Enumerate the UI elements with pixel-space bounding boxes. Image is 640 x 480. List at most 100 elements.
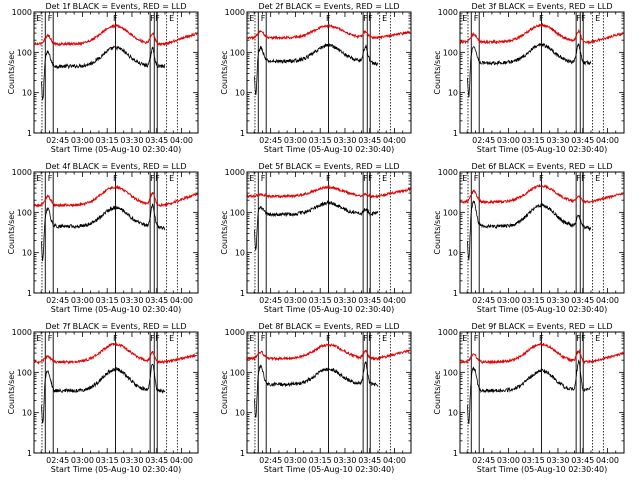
x-tick-label: 03:00 (284, 456, 307, 465)
y-tick-label: 100 (443, 48, 458, 57)
x-tick-label: 02:45 (46, 456, 69, 465)
x-tick-label: 04:00 (170, 456, 193, 465)
x-tick-label: 03:45 (571, 456, 594, 465)
y-tick-label: 1000 (438, 168, 458, 177)
events-series-line (41, 45, 166, 101)
x-tick-label: 03:45 (358, 136, 381, 145)
x-tick-label: 03:15 (522, 136, 545, 145)
lld-series-line (247, 23, 411, 41)
plot-frame (33, 331, 199, 454)
plot-frame (246, 331, 412, 454)
events-series-line (467, 359, 592, 425)
x-tick-label: 03:15 (309, 136, 332, 145)
x-tick-label: 03:30 (546, 136, 569, 145)
panel-title: Det 4f BLACK = Events, RED = LLD (45, 162, 186, 171)
x-tick-label: 04:00 (596, 296, 619, 305)
interval-label: F (576, 334, 581, 343)
interval-label: F (261, 334, 266, 343)
y-tick-label: 10 (235, 409, 245, 418)
interval-label: E (249, 174, 254, 183)
lld-series-line (33, 185, 198, 208)
y-axis-label: Counts/sec (433, 210, 442, 254)
x-tick-label: 03:45 (358, 456, 381, 465)
interval-label: F (474, 14, 479, 23)
interval-label: F (261, 174, 266, 183)
interval-label: F (581, 14, 586, 23)
interval-label: F (576, 174, 581, 183)
x-tick-label: 03:15 (96, 456, 119, 465)
y-axis-label: Counts/sec (7, 370, 16, 414)
interval-label: E (36, 334, 41, 343)
y-tick-label: 1 (453, 289, 458, 298)
interval-label: E (595, 334, 600, 343)
interval-label: F (48, 334, 53, 343)
interval-label: E (382, 334, 387, 343)
plot-frame (33, 171, 199, 294)
x-tick-label: 03:15 (96, 296, 119, 305)
x-tick-label: 03:45 (145, 136, 168, 145)
interval-label: F (155, 174, 160, 183)
interval-label: E (36, 14, 41, 23)
x-tick-label: 03:15 (522, 456, 545, 465)
x-tick-label: 03:15 (96, 136, 119, 145)
x-axis-label: Start Time (05-Aug-10 02:30:40) (264, 465, 395, 474)
interval-label: F (576, 14, 581, 23)
y-tick-label: 1000 (12, 328, 32, 337)
x-tick-label: 04:00 (383, 456, 406, 465)
x-tick-label: 03:00 (497, 456, 520, 465)
x-tick-label: 03:30 (333, 296, 356, 305)
x-tick-label: 03:45 (358, 296, 381, 305)
lld-series-line (459, 22, 624, 45)
y-tick-label: 100 (17, 208, 32, 217)
x-tick-label: 03:00 (497, 136, 520, 145)
interval-label: F (474, 334, 479, 343)
x-axis-label: Start Time (05-Aug-10 02:30:40) (51, 145, 182, 154)
x-axis-label: Start Time (05-Aug-10 02:30:40) (477, 145, 608, 154)
x-tick-label: 03:30 (546, 456, 569, 465)
x-tick-label: 02:45 (46, 136, 69, 145)
y-axis-label: Counts/sec (220, 210, 229, 254)
interval-label: E (169, 334, 174, 343)
interval-label: F (474, 174, 479, 183)
interval-label: F (113, 334, 118, 343)
interval-label: F (150, 174, 155, 183)
plot-frame (33, 11, 199, 134)
panel-title: Det 2f BLACK = Events, RED = LLD (258, 2, 399, 11)
events-series-line (41, 363, 166, 424)
x-tick-label: 02:45 (259, 136, 282, 145)
x-axis-label: Start Time (05-Aug-10 02:30:40) (477, 465, 608, 474)
lld-series-line (34, 23, 198, 47)
events-series-line (467, 42, 592, 98)
y-tick-label: 100 (230, 368, 245, 377)
x-axis-label: Start Time (05-Aug-10 02:30:40) (264, 145, 395, 154)
y-tick-label: 1 (240, 129, 245, 138)
x-tick-label: 03:45 (145, 296, 168, 305)
y-axis-label: Counts/sec (433, 370, 442, 414)
panel-7: Det 7f BLACK = Events, RED = LLD 1 10 100 10… (7, 322, 199, 474)
events-series-line (41, 203, 166, 261)
y-tick-label: 1000 (225, 328, 245, 337)
interval-label: E (382, 174, 387, 183)
y-tick-label: 10 (448, 249, 458, 258)
interval-label: F (261, 14, 266, 23)
y-axis-label: Counts/sec (220, 370, 229, 414)
panel-title: Det 1f BLACK = Events, RED = LLD (45, 2, 186, 11)
y-tick-label: 1 (27, 449, 32, 458)
x-tick-label: 03:30 (333, 136, 356, 145)
x-tick-label: 03:00 (71, 136, 94, 145)
y-tick-label: 10 (22, 89, 32, 98)
x-tick-label: 02:45 (472, 296, 495, 305)
events-series-line (467, 200, 592, 261)
interval-label: F (113, 174, 118, 183)
plot-frame (246, 171, 412, 294)
panel-3: Det 3f BLACK = Events, RED = LLD 1 10 100 10… (433, 2, 625, 154)
y-tick-label: 10 (235, 89, 245, 98)
interval-label: F (363, 14, 368, 23)
panel-title: Det 3f BLACK = Events, RED = LLD (471, 2, 612, 11)
y-tick-label: 1000 (12, 8, 32, 17)
y-tick-label: 100 (230, 208, 245, 217)
x-axis-label: Start Time (05-Aug-10 02:30:40) (264, 305, 395, 314)
interval-label: E (36, 174, 41, 183)
interval-label: F (368, 174, 373, 183)
x-tick-label: 03:45 (571, 296, 594, 305)
